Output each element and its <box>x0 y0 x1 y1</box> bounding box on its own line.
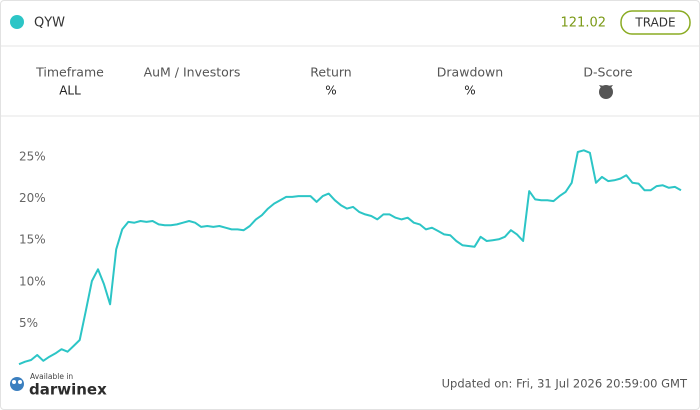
symbol-dot <box>10 15 24 29</box>
available-in: Available in <box>30 372 73 381</box>
stat-value: % <box>325 84 336 98</box>
y-tick-label: 10% <box>19 274 46 288</box>
stat-label: Drawdown <box>437 65 503 80</box>
stat-label: D-Score <box>583 65 632 80</box>
y-tick-label: 20% <box>19 191 46 205</box>
dscore-icon <box>599 85 613 99</box>
y-tick-label: 5% <box>19 316 38 330</box>
equity-line <box>18 149 682 366</box>
stat-value: % <box>464 84 475 98</box>
updated: Updated on: Fri, 31 Jul 2026 20:59:00 GM… <box>442 377 688 391</box>
stat-label: Return <box>310 65 351 80</box>
stat-value: ALL <box>59 84 81 98</box>
stat-label: AuM / Investors <box>144 65 241 80</box>
brand-logo <box>10 377 24 391</box>
trade-label[interactable]: TRADE <box>634 16 675 30</box>
trade-button[interactable] <box>620 10 691 35</box>
y-tick-label: 25% <box>19 149 46 163</box>
symbol: QYW <box>34 16 65 31</box>
price: 121.02 <box>561 16 607 31</box>
stat-label: Timeframe <box>35 65 104 80</box>
brand: darwinex <box>29 381 107 399</box>
y-tick-label: 15% <box>19 233 46 247</box>
